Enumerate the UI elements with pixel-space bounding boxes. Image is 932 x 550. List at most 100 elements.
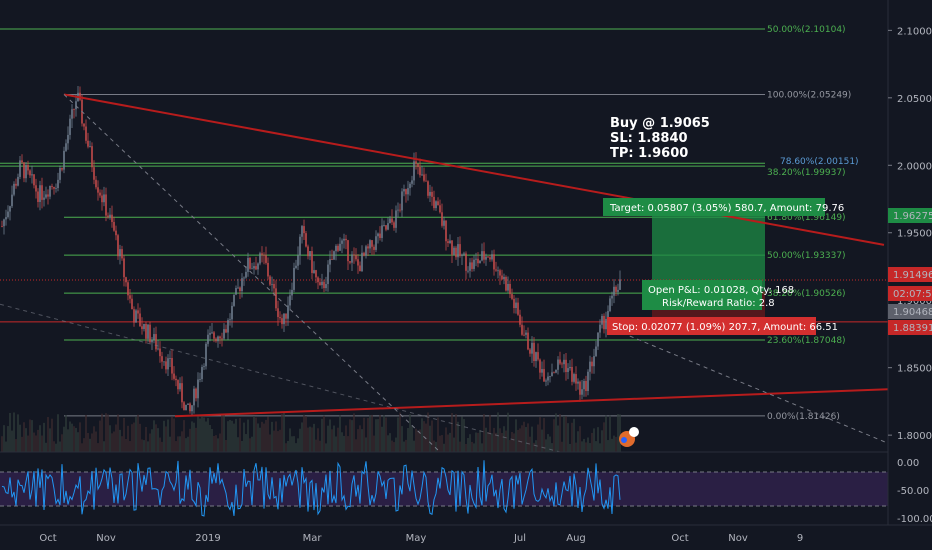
lower-dashed-line: [0, 303, 561, 453]
candle-body: [223, 329, 225, 339]
volume-bar: [397, 417, 399, 452]
volume-bar: [583, 438, 585, 452]
volume-bar: [561, 441, 563, 452]
volume-bar: [369, 415, 371, 452]
target-zone: [652, 215, 765, 292]
volume-bar: [567, 423, 569, 452]
earnings-event-icon[interactable]: [619, 427, 639, 447]
candle-body: [407, 188, 409, 195]
time-axis[interactable]: Oct Nov 2019 Mar May Jul Aug Oct Nov 9: [0, 524, 932, 544]
volume-bar: [47, 417, 49, 452]
candle-body: [123, 258, 125, 278]
candle-body: [137, 310, 139, 314]
volume-bar: [299, 428, 301, 452]
upper-trendline: [63, 93, 885, 246]
volume-bar: [465, 443, 467, 452]
candle-body: [59, 168, 61, 180]
volume-bar: [221, 413, 223, 452]
volume-bar: [523, 421, 525, 452]
volume-bar: [129, 441, 131, 452]
volume-bar: [527, 423, 529, 452]
volume-bar: [543, 418, 545, 452]
volume-bar: [83, 438, 85, 452]
volume-bar: [577, 431, 579, 452]
volume-bar: [121, 436, 123, 452]
price-tick-label: 2.00000: [897, 161, 932, 172]
oscillator-tick-label: -50.00: [897, 486, 929, 497]
volume-bar: [133, 422, 135, 452]
volume-bar: [173, 418, 175, 452]
candle-body: [19, 160, 21, 177]
oscillator-pane[interactable]: [0, 451, 888, 517]
candle-body: [355, 255, 357, 260]
candle-body: [287, 305, 289, 319]
candle-body: [293, 267, 295, 290]
price-axis[interactable]: 2.10000 2.05000 2.00000 1.95000 1.90000 1.850…: [887, 0, 932, 525]
volume-bar: [97, 443, 99, 452]
candle-body: [153, 334, 155, 340]
volume-bar: [131, 424, 133, 452]
candle-body: [121, 249, 123, 259]
candle-body: [17, 176, 19, 186]
projection-dashed-line: [614, 329, 889, 444]
volume-bar: [461, 416, 463, 452]
volume-bar: [51, 418, 53, 452]
volume-bar: [471, 441, 473, 452]
candle-body: [299, 236, 301, 256]
candle-body: [419, 166, 421, 176]
volume-bar: [145, 426, 147, 452]
candle-body: [165, 361, 167, 370]
candle-body: [461, 254, 463, 256]
oscillator-axis[interactable]: 0.00 -50.00 -100.00: [897, 458, 932, 525]
candle-body: [477, 258, 479, 264]
volume-bar: [337, 427, 339, 452]
volume-bar: [327, 425, 329, 452]
candle-body: [457, 244, 459, 258]
candle-body: [333, 251, 335, 260]
volume-bar: [171, 416, 173, 452]
price-badge-label: 02:07:57: [893, 289, 932, 300]
volume-bar: [275, 421, 277, 452]
volume-bar: [359, 425, 361, 452]
candle-body: [179, 383, 181, 390]
volume-bar: [217, 438, 219, 452]
trade-note[interactable]: Buy @ 1.9065 SL: 1.8840 TP: 1.9600: [610, 116, 710, 161]
fib-level-label: 50.00%(2.10104): [767, 25, 846, 35]
candle-body: [495, 269, 497, 271]
candle-body: [593, 356, 595, 367]
candle-body: [177, 380, 179, 390]
volume-bar: [191, 421, 193, 452]
trendlines[interactable]: [0, 93, 889, 453]
volume-bar: [619, 414, 621, 452]
volume-bar: [357, 429, 359, 452]
volume-bar: [281, 413, 283, 452]
volume-bar: [511, 431, 513, 452]
candle-body: [281, 318, 283, 325]
candle-body: [595, 346, 597, 357]
volume-bar: [285, 443, 287, 452]
volume-bar: [99, 420, 101, 452]
volume-bar: [407, 428, 409, 452]
volume-bar: [605, 415, 607, 452]
candle-body: [289, 295, 291, 306]
candle-body: [531, 342, 533, 354]
volume-bar: [265, 419, 267, 452]
candle-body: [5, 217, 7, 220]
volume-bar: [161, 441, 163, 452]
candle-body: [191, 405, 193, 412]
volume-bar: [399, 412, 401, 452]
volume-bar: [581, 441, 583, 452]
volume-bar: [381, 426, 383, 452]
candle-body: [53, 186, 55, 189]
volume-bar: [257, 423, 259, 452]
candle-body: [559, 359, 561, 364]
candle-body: [553, 372, 555, 374]
volume-bar: [189, 428, 191, 452]
candle-body: [25, 165, 27, 179]
volume-bar: [483, 414, 485, 452]
candle-body: [511, 294, 513, 299]
volume-bar: [59, 441, 61, 452]
candle-body: [95, 179, 97, 188]
volume-bar: [5, 441, 7, 452]
